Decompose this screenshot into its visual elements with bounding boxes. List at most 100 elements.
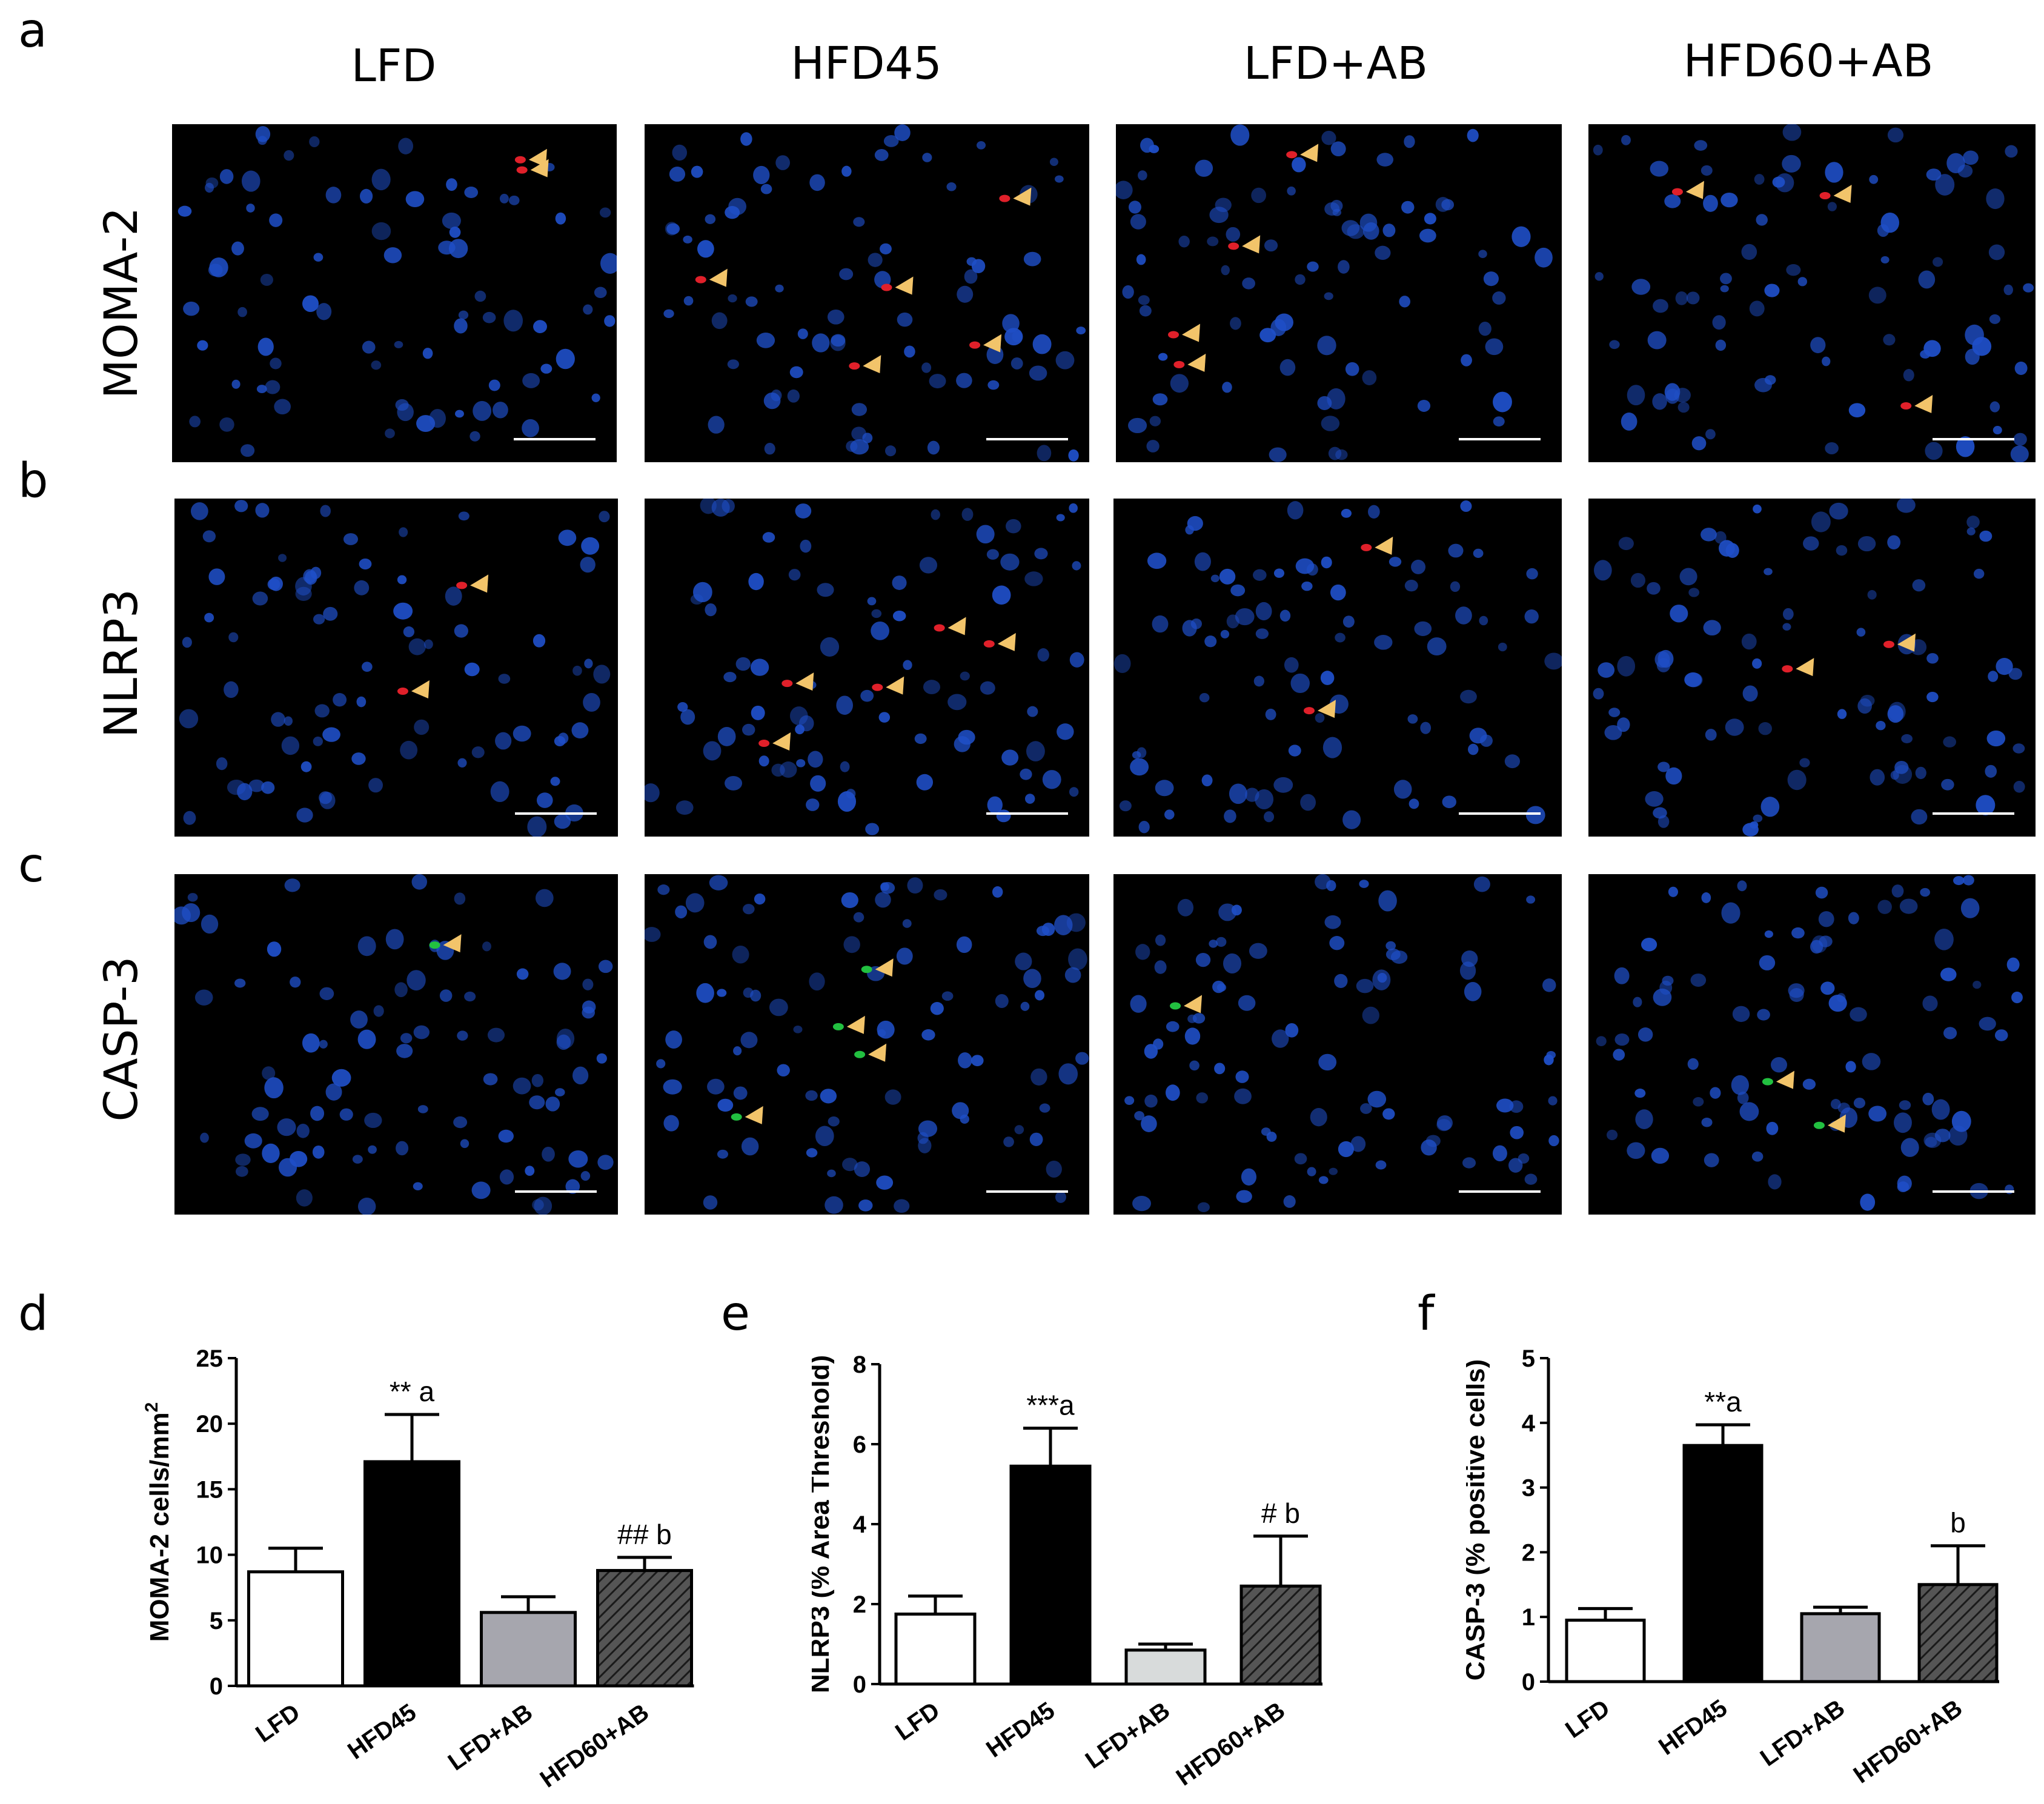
nucleus: [241, 170, 260, 192]
chart-casp3-positive: 0 1 2 3 4 5 CASP-3 (% positive cells) LFD **a HFD…: [1466, 1345, 1999, 1789]
nucleus: [1220, 629, 1230, 638]
nucleus: [1266, 1132, 1277, 1142]
nucleus: [1657, 761, 1670, 772]
nucleus: [1468, 743, 1479, 755]
signal-spot: [849, 362, 860, 370]
nucleus: [252, 591, 268, 606]
nucleus: [251, 1107, 269, 1121]
nucleus: [269, 213, 283, 227]
nucleus: [696, 983, 714, 1003]
nucleus: [1810, 337, 1826, 354]
nucleus: [1055, 351, 1075, 370]
nucleus: [1165, 1084, 1180, 1101]
nucleus: [867, 597, 877, 606]
nucleus: [1138, 820, 1150, 834]
nucleus: [219, 169, 234, 184]
nucleus: [1654, 651, 1670, 668]
nucleus: [1614, 1033, 1630, 1046]
arrowhead-marker: [1242, 235, 1261, 254]
nucleus: [1988, 671, 1999, 682]
y-tick-label: 5: [210, 1608, 223, 1634]
nucleus: [1199, 693, 1210, 703]
nucleus: [1650, 161, 1669, 177]
nucleus: [1822, 356, 1831, 366]
signal-spot: [1671, 188, 1683, 196]
nucleus: [464, 662, 480, 677]
nucleus: [1317, 336, 1336, 356]
nucleus: [408, 638, 426, 655]
arrowhead-marker: [1827, 1114, 1846, 1133]
nucleus: [295, 577, 312, 596]
nucleus: [1300, 794, 1316, 811]
nucleus: [897, 312, 913, 327]
nucleus: [1542, 978, 1556, 992]
nucleus: [672, 144, 688, 161]
nucleus: [1116, 181, 1133, 199]
nucleus: [1424, 213, 1436, 225]
nucleus: [680, 709, 695, 725]
nucleus: [1216, 937, 1227, 947]
nucleus: [1155, 780, 1174, 797]
signal-spot: [1361, 543, 1372, 551]
nucleus: [1687, 1058, 1699, 1070]
nucleus: [1036, 926, 1050, 937]
nucleus: [1209, 940, 1218, 948]
nucleus: [1720, 192, 1738, 208]
nucleus: [740, 132, 752, 146]
nucleus: [1363, 222, 1379, 240]
nucleus: [1069, 652, 1084, 668]
nucleus: [448, 239, 468, 259]
arrowhead-marker: [1300, 144, 1319, 162]
nucleus: [371, 360, 382, 370]
nucleus: [691, 165, 703, 178]
column-header-lfd: LFD: [351, 40, 437, 92]
arrowhead-marker: [530, 159, 549, 177]
arrowhead-marker: [1833, 185, 1852, 204]
nucleus: [393, 602, 413, 620]
nucleus: [604, 315, 616, 327]
nucleus: [542, 1146, 555, 1162]
nucleus: [460, 1139, 470, 1149]
nucleus: [1376, 153, 1394, 167]
nucleus: [1704, 1153, 1719, 1167]
nucleus: [1324, 202, 1340, 216]
nucleus: [1714, 531, 1727, 544]
arrowhead-marker: [947, 617, 966, 635]
nucleus: [1055, 175, 1064, 183]
arrowhead-marker: [983, 334, 1002, 353]
nucleus: [1407, 714, 1418, 724]
nucleus: [931, 509, 940, 520]
nucleus: [1155, 934, 1166, 946]
nucleus: [1230, 317, 1241, 330]
nucleus: [1012, 331, 1023, 343]
nucleus: [1598, 662, 1615, 678]
nucleus: [296, 807, 313, 823]
nucleus: [902, 919, 912, 928]
nucleus: [313, 736, 323, 746]
nucleus: [1741, 633, 1757, 650]
nucleus: [1322, 737, 1342, 758]
nucleus: [1712, 315, 1726, 330]
nucleus: [1479, 734, 1493, 747]
nucleus: [558, 732, 569, 744]
nucleus: [806, 1148, 818, 1158]
nucleus: [351, 752, 366, 765]
panel-letter-d: d: [18, 1287, 48, 1341]
signal-spot: [881, 284, 892, 291]
nucleus: [244, 1133, 262, 1149]
nucleus: [877, 1020, 895, 1039]
x-tick-label: LFD+AB: [1081, 1697, 1175, 1774]
column-header-lfd-ab: LFD+AB: [1243, 38, 1428, 90]
nucleus: [1226, 614, 1239, 629]
nucleus: [1789, 987, 1804, 1003]
nucleus: [1234, 1088, 1252, 1104]
nucleus: [331, 1069, 351, 1087]
nucleus: [333, 692, 347, 707]
nucleus: [1922, 1092, 1934, 1106]
nucleus: [1829, 502, 1848, 520]
nucleus: [1255, 602, 1272, 621]
nucleus: [228, 632, 239, 643]
nucleus: [2013, 780, 2025, 793]
nucleus: [1782, 124, 1802, 141]
nucleus: [1993, 426, 2002, 435]
